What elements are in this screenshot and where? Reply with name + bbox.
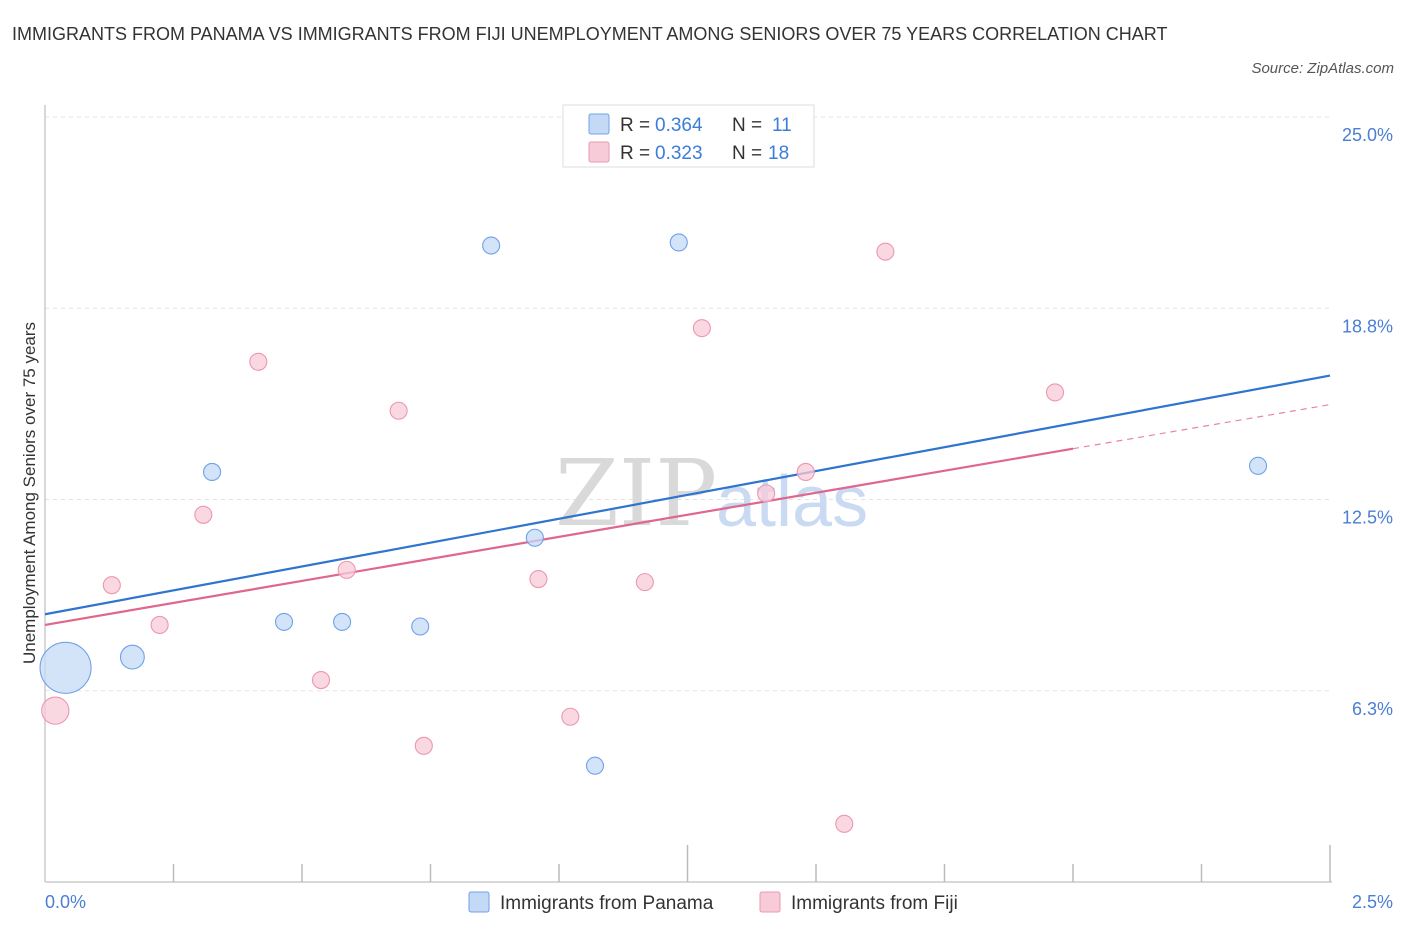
point-series1-11 (635, 573, 654, 592)
legend-swatch-panama (588, 113, 610, 135)
y-tick-label-2: 18.8% (1342, 316, 1393, 336)
legend-n-label-fiji: N = (732, 143, 762, 164)
point-series1-14 (796, 462, 815, 482)
watermark-atlas: atlas (716, 462, 868, 542)
point-series1-0 (41, 696, 70, 725)
legend-n-label-panama: N = (732, 115, 762, 136)
legend-r-label-fiji: R = (620, 143, 650, 164)
point-series1-17 (1045, 383, 1065, 402)
legend-r-label-panama: R = (620, 115, 650, 136)
point-series0-3 (274, 612, 294, 631)
point-series1-13 (757, 484, 776, 503)
chart-title: IMMIGRANTS FROM PANAMA VS IMMIGRANTS FRO… (12, 24, 1168, 44)
point-series0-2 (203, 462, 222, 482)
point-series1-12 (692, 319, 711, 338)
y-tick-label-3: 25.0% (1342, 125, 1393, 145)
legend-r-value-panama: 0.364 (655, 115, 703, 136)
point-series1-16 (876, 242, 895, 261)
x-axis-tick-labels: 0.0% 2.5% (45, 892, 1393, 912)
legend-n-value-panama: 11 (772, 115, 792, 136)
point-series0-0 (39, 641, 92, 694)
grid-lines (45, 116, 1332, 692)
trend-line-1 (44, 447, 1074, 627)
bottom-legend-swatch-fiji (759, 891, 781, 913)
scatter-points (39, 233, 1268, 833)
point-series1-5 (311, 670, 331, 690)
y-axis-label: Unemployment Among Seniors over 75 years (20, 322, 39, 664)
point-series0-9 (669, 233, 688, 252)
point-series0-8 (585, 756, 605, 775)
trend-line-1-extrapolated (1072, 404, 1331, 450)
point-series1-4 (249, 352, 268, 371)
x-axis-ticks (172, 845, 1331, 882)
point-series1-3 (194, 505, 213, 524)
point-series1-7 (389, 401, 408, 420)
point-series0-1 (119, 644, 145, 670)
y-tick-label-0: 6.3% (1352, 699, 1393, 719)
trend-lines (44, 374, 1331, 627)
bottom-legend: Immigrants from Panama Immigrants from F… (468, 891, 958, 914)
legend-box: R = 0.364 N = 11 R = 0.323 N = 18 (562, 104, 815, 168)
axes (44, 105, 1332, 883)
point-series0-6 (482, 236, 501, 255)
point-series0-4 (333, 612, 352, 631)
y-axis-tick-labels: 6.3% 12.5% 18.8% 25.0% (1342, 125, 1393, 719)
trend-line-0 (44, 374, 1331, 616)
point-series1-2 (150, 615, 169, 635)
point-series1-6 (337, 560, 356, 579)
point-series0-5 (411, 617, 430, 636)
legend-swatch-fiji (588, 141, 610, 163)
bottom-legend-swatch-panama (468, 891, 490, 913)
x-tick-label-max: 2.5% (1352, 892, 1393, 912)
point-series1-1 (102, 576, 121, 595)
watermark: ZIP atlas (555, 440, 868, 547)
source-label: Source: ZipAtlas.com (1251, 60, 1394, 77)
point-series1-8 (414, 736, 433, 755)
point-series0-10 (1248, 456, 1268, 475)
point-series0-7 (525, 528, 544, 547)
point-series1-9 (529, 570, 548, 589)
y-tick-label-1: 12.5% (1342, 508, 1393, 528)
x-tick-label-min: 0.0% (45, 892, 86, 912)
bottom-legend-label-fiji: Immigrants from Fiji (791, 893, 958, 914)
bottom-legend-label-panama: Immigrants from Panama (500, 893, 714, 914)
legend-r-value-fiji: 0.323 (655, 143, 703, 164)
point-series1-15 (835, 814, 854, 833)
point-series1-10 (561, 707, 580, 726)
legend-n-value-fiji: 18 (768, 143, 789, 164)
